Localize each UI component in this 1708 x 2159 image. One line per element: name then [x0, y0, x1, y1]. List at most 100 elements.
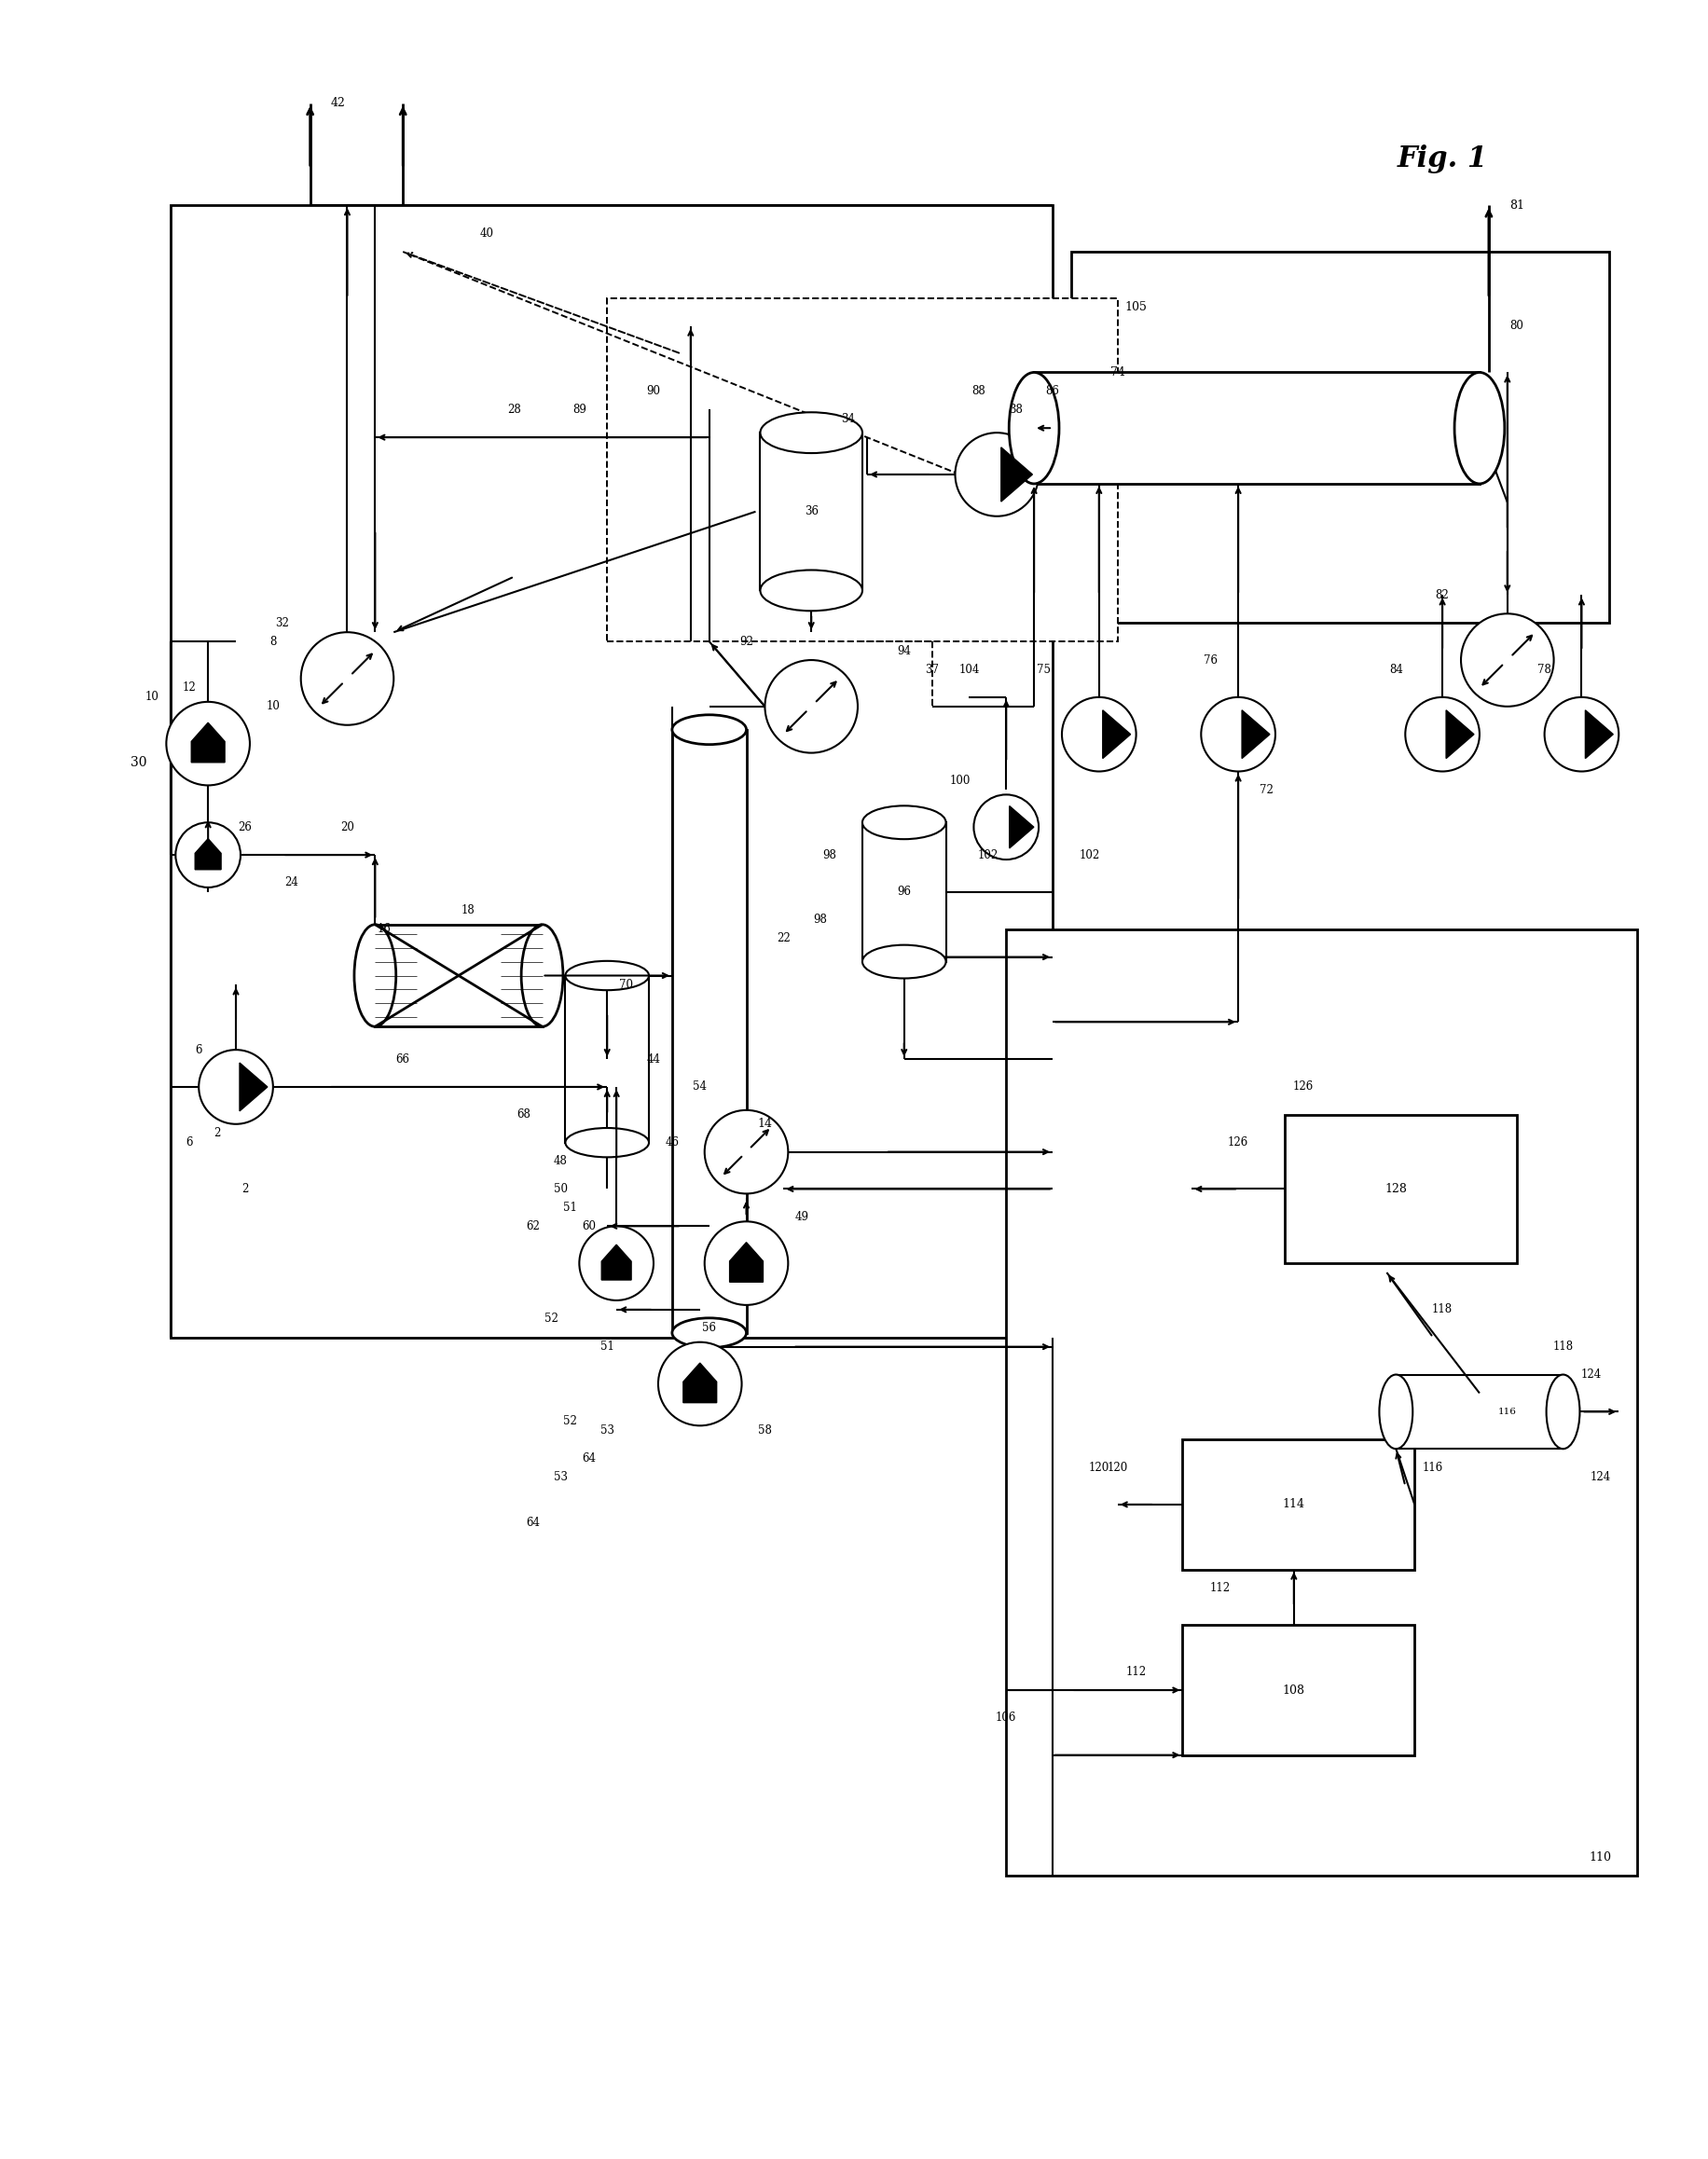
Text: 44: 44: [646, 1054, 661, 1064]
Text: 120: 120: [1107, 1462, 1127, 1472]
Text: 108: 108: [1283, 1684, 1305, 1697]
Text: 64: 64: [526, 1518, 540, 1529]
Ellipse shape: [354, 924, 396, 1028]
Bar: [1182, 1440, 1414, 1570]
Circle shape: [704, 1222, 787, 1304]
Text: 84: 84: [1389, 663, 1402, 676]
Ellipse shape: [760, 570, 863, 611]
Text: 12: 12: [183, 682, 196, 693]
Text: 68: 68: [516, 1110, 529, 1121]
Text: 126: 126: [1226, 1136, 1249, 1149]
Text: 46: 46: [664, 1136, 678, 1149]
Polygon shape: [1242, 710, 1269, 758]
Text: 53: 53: [553, 1470, 567, 1483]
Text: 16: 16: [377, 924, 391, 935]
Ellipse shape: [863, 946, 945, 978]
Text: 20: 20: [340, 820, 354, 833]
Text: 52: 52: [545, 1313, 559, 1326]
Text: 24: 24: [285, 877, 299, 890]
Text: 88: 88: [970, 384, 986, 397]
Text: 114: 114: [1283, 1498, 1305, 1511]
Circle shape: [198, 1049, 273, 1125]
Text: 102: 102: [977, 848, 997, 861]
Polygon shape: [1585, 710, 1612, 758]
Text: 22: 22: [775, 933, 789, 943]
Ellipse shape: [1008, 371, 1059, 484]
Text: 70: 70: [618, 978, 632, 991]
Bar: [606, 298, 1117, 641]
Text: 51: 51: [562, 1203, 577, 1213]
Polygon shape: [239, 1062, 268, 1112]
Text: 38: 38: [1008, 404, 1021, 415]
Ellipse shape: [565, 961, 649, 991]
Text: 124: 124: [1580, 1369, 1600, 1380]
Text: 6: 6: [195, 1043, 202, 1056]
Text: 116: 116: [1423, 1462, 1443, 1472]
Bar: [760, 432, 863, 589]
Text: 116: 116: [1498, 1408, 1515, 1416]
Circle shape: [301, 633, 393, 725]
Text: 89: 89: [572, 404, 586, 415]
Text: 36: 36: [804, 505, 818, 518]
Circle shape: [176, 823, 241, 887]
Circle shape: [579, 1226, 652, 1300]
Text: 100: 100: [950, 775, 970, 786]
Text: 104: 104: [958, 663, 979, 676]
Bar: [1395, 1375, 1563, 1449]
Text: 53: 53: [600, 1425, 613, 1436]
Text: 52: 52: [562, 1414, 577, 1427]
Text: 81: 81: [1508, 199, 1524, 212]
Text: 96: 96: [897, 885, 910, 898]
Text: 10: 10: [266, 700, 280, 712]
Text: 66: 66: [396, 1054, 410, 1064]
Text: 112: 112: [1126, 1665, 1146, 1678]
Polygon shape: [729, 1241, 763, 1282]
Circle shape: [765, 661, 857, 753]
Bar: [863, 823, 945, 961]
Bar: [1284, 1114, 1515, 1263]
Ellipse shape: [671, 715, 746, 745]
Text: 49: 49: [794, 1211, 808, 1222]
Text: 48: 48: [553, 1155, 567, 1168]
Text: 72: 72: [1259, 784, 1272, 797]
Text: 8: 8: [270, 635, 277, 648]
Polygon shape: [195, 838, 220, 870]
Text: 26: 26: [237, 820, 253, 833]
Text: 74: 74: [1110, 367, 1124, 378]
Circle shape: [1201, 697, 1274, 771]
Text: 18: 18: [461, 905, 475, 918]
Text: 28: 28: [507, 404, 521, 415]
Text: 62: 62: [526, 1220, 540, 1233]
Text: 76: 76: [1202, 654, 1216, 667]
Ellipse shape: [565, 1127, 649, 1157]
Text: 124: 124: [1588, 1470, 1609, 1483]
Polygon shape: [601, 1246, 630, 1280]
Bar: [376, 924, 541, 1028]
Text: 120: 120: [1088, 1462, 1108, 1472]
Text: 98: 98: [823, 848, 837, 861]
Text: 118: 118: [1553, 1341, 1573, 1354]
Ellipse shape: [1454, 371, 1503, 484]
Circle shape: [1061, 697, 1136, 771]
Text: 54: 54: [692, 1082, 707, 1092]
Ellipse shape: [671, 1317, 746, 1347]
Bar: [1006, 928, 1636, 1876]
Text: 82: 82: [1435, 589, 1448, 600]
Text: 2: 2: [241, 1183, 248, 1196]
Text: 6: 6: [186, 1136, 193, 1149]
Ellipse shape: [1378, 1375, 1413, 1449]
Bar: [1182, 1626, 1414, 1755]
Text: 126: 126: [1293, 1082, 1313, 1092]
Circle shape: [704, 1110, 787, 1194]
Bar: [1033, 371, 1479, 484]
Text: 50: 50: [553, 1183, 567, 1196]
Circle shape: [658, 1343, 741, 1425]
Circle shape: [1544, 697, 1617, 771]
Text: Fig. 1: Fig. 1: [1397, 145, 1488, 173]
Text: 51: 51: [600, 1341, 613, 1354]
Circle shape: [1404, 697, 1479, 771]
Polygon shape: [1009, 805, 1033, 848]
Text: 90: 90: [646, 384, 661, 397]
Polygon shape: [191, 723, 225, 762]
Circle shape: [1460, 613, 1553, 706]
